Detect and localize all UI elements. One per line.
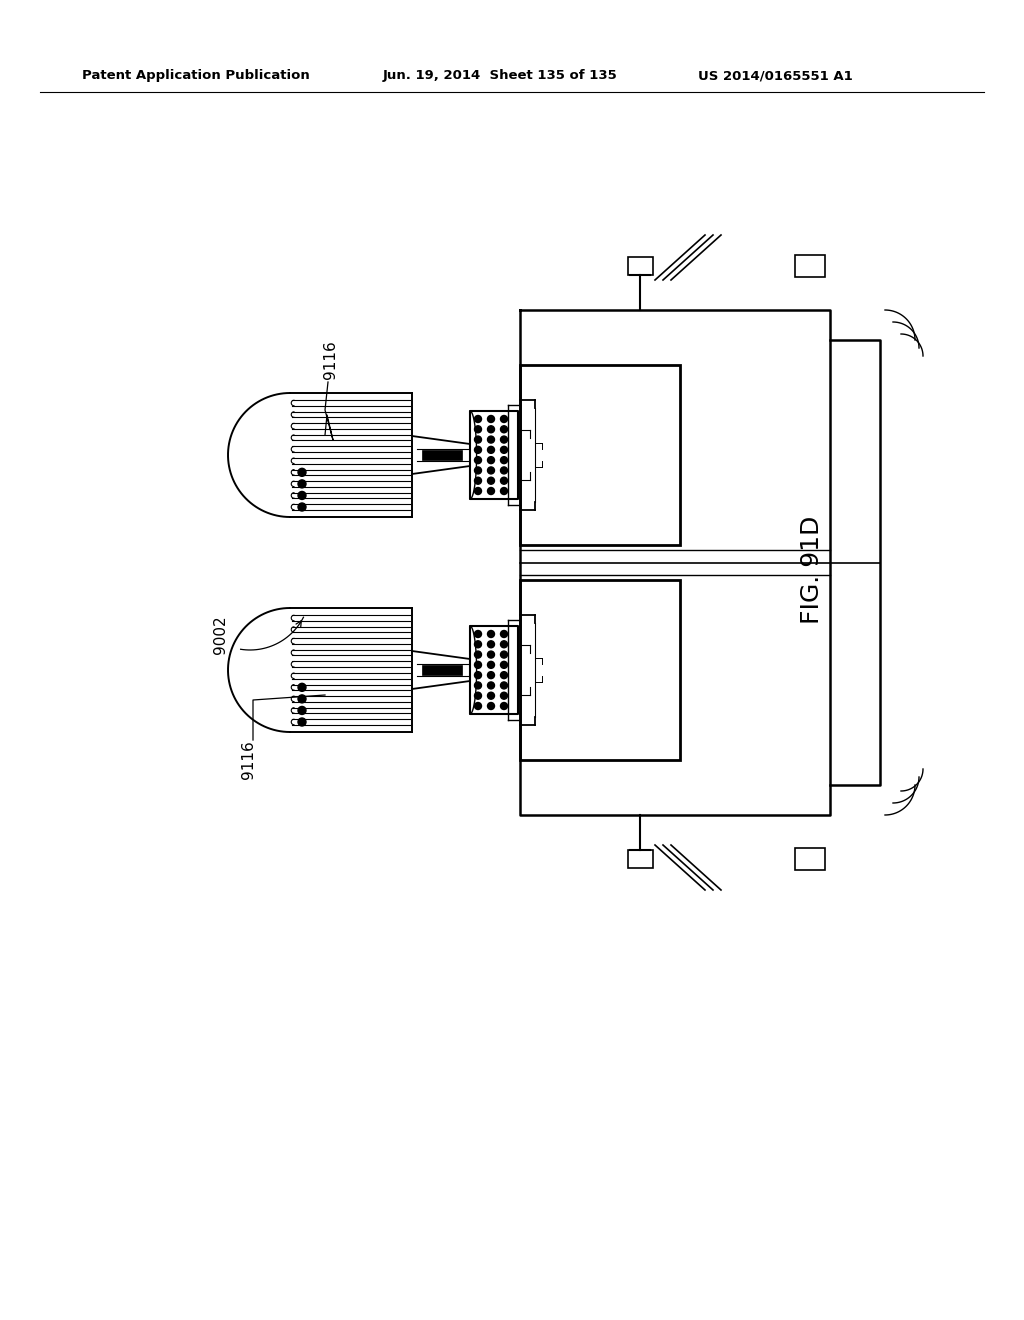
Circle shape [501,426,508,433]
Bar [470,626,518,714]
Circle shape [487,702,495,710]
Text: 9116: 9116 [323,341,338,379]
Circle shape [474,692,481,700]
Circle shape [487,672,495,678]
Circle shape [474,436,481,444]
Circle shape [501,457,508,463]
Bar [795,847,825,870]
Circle shape [487,640,495,648]
Bar [795,255,825,277]
Circle shape [501,651,508,659]
Circle shape [501,487,508,495]
Circle shape [298,491,306,499]
Bar [628,850,652,869]
Circle shape [487,436,495,444]
Circle shape [487,446,495,453]
Circle shape [501,702,508,710]
Circle shape [474,651,481,659]
Circle shape [487,682,495,689]
Circle shape [501,640,508,648]
Circle shape [487,478,495,484]
Bar [422,665,462,675]
Text: 9002: 9002 [213,615,227,655]
Circle shape [474,487,481,495]
Circle shape [474,682,481,689]
Circle shape [487,631,495,638]
Circle shape [501,692,508,700]
Circle shape [501,446,508,453]
Text: Patent Application Publication: Patent Application Publication [82,70,309,82]
Circle shape [501,672,508,678]
Circle shape [298,694,306,702]
Circle shape [487,651,495,659]
Bar [628,257,652,275]
Circle shape [298,469,306,477]
Circle shape [474,416,481,422]
Circle shape [474,446,481,453]
Circle shape [501,436,508,444]
Circle shape [474,640,481,648]
Circle shape [501,478,508,484]
Circle shape [501,661,508,668]
Circle shape [298,480,306,488]
Circle shape [487,416,495,422]
Bar [422,450,462,459]
Circle shape [474,457,481,463]
Circle shape [474,672,481,678]
Circle shape [298,718,306,726]
Bar [520,579,680,760]
Circle shape [501,682,508,689]
Circle shape [501,631,508,638]
Circle shape [298,684,306,692]
Circle shape [474,478,481,484]
Circle shape [487,661,495,668]
Circle shape [501,416,508,422]
Text: US 2014/0165551 A1: US 2014/0165551 A1 [698,70,853,82]
Text: Jun. 19, 2014  Sheet 135 of 135: Jun. 19, 2014 Sheet 135 of 135 [383,70,617,82]
Circle shape [298,503,306,511]
Circle shape [487,487,495,495]
Bar [470,411,518,499]
Circle shape [474,702,481,710]
Circle shape [487,692,495,700]
Bar [520,366,680,545]
Text: 9116: 9116 [241,741,256,779]
Circle shape [474,426,481,433]
Circle shape [487,426,495,433]
Circle shape [474,631,481,638]
Circle shape [474,467,481,474]
Circle shape [487,457,495,463]
Circle shape [501,467,508,474]
Circle shape [474,661,481,668]
Circle shape [487,467,495,474]
Text: FIG. 91D: FIG. 91D [800,516,824,624]
Circle shape [298,706,306,714]
